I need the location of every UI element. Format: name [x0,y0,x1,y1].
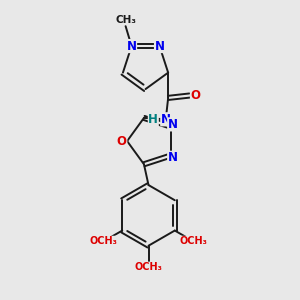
Text: CH₃: CH₃ [115,15,136,25]
Text: N: N [168,118,178,131]
Text: OCH₃: OCH₃ [179,236,207,246]
Text: H: H [148,113,158,126]
Text: OCH₃: OCH₃ [90,236,118,246]
Text: O: O [190,89,200,102]
Text: O: O [117,135,127,148]
Text: N: N [168,151,178,164]
Text: N: N [161,113,171,126]
Text: OCH₃: OCH₃ [135,262,163,272]
Text: N: N [127,40,136,52]
Text: N: N [154,40,164,52]
